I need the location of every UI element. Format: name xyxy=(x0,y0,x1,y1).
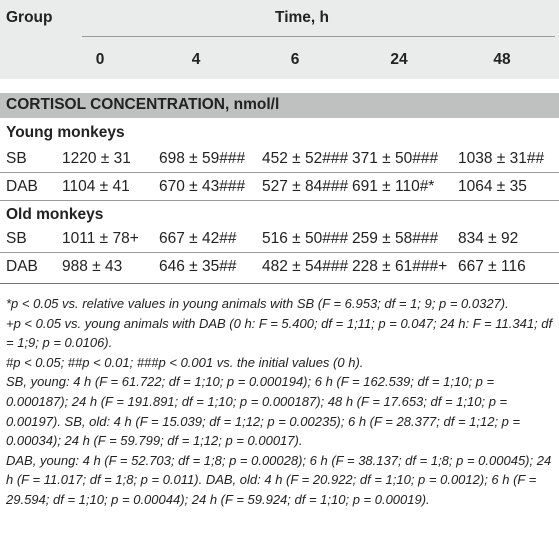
time-header: Time, h xyxy=(275,9,329,26)
table-cell: 698 ± 59### xyxy=(159,150,246,167)
time-col-0: 0 xyxy=(95,51,105,68)
table-cell: 516 ± 50### xyxy=(262,230,349,247)
time-col-6: 6 xyxy=(290,51,300,68)
table-cell: 452 ± 52### xyxy=(262,150,349,167)
table-cell: 371 ± 50### xyxy=(352,150,439,167)
footnote-dab-stats: DAB, young: 4 h (F = 52.703; df = 1;8; p… xyxy=(6,452,552,507)
table-cell: 1220 ± 31 xyxy=(62,150,131,167)
group-header: Group xyxy=(6,9,53,26)
row-label: SB xyxy=(6,150,27,167)
table-bottom-rule xyxy=(0,283,559,284)
time-col-4: 4 xyxy=(191,51,201,68)
table-cell: 667 ± 116 xyxy=(458,258,526,275)
row-divider xyxy=(0,172,559,173)
row-label: DAB xyxy=(6,258,38,275)
table-row: DAB 1104 ± 41 670 ± 43### 527 ± 84### 69… xyxy=(0,178,559,200)
row-label: SB xyxy=(6,230,27,247)
row-label: DAB xyxy=(6,178,38,195)
footnote-plus: +p < 0.05 vs. young animals with DAB (0 … xyxy=(6,315,553,351)
table-row: DAB 988 ± 43 646 ± 35## 482 ± 54### 228 … xyxy=(0,258,559,280)
table-cell: 527 ± 84### xyxy=(262,178,349,195)
table-cell: 228 ± 61###+ xyxy=(352,258,448,275)
table-cell: 670 ± 43### xyxy=(159,178,246,195)
table-row: SB 1220 ± 31 698 ± 59### 452 ± 52### 371… xyxy=(0,150,559,172)
table-cell: 988 ± 43 xyxy=(62,258,123,275)
table-cell: 691 ± 110#* xyxy=(352,178,435,195)
section-title-row: CORTISOL CONCENTRATION, nmol/l xyxy=(0,93,559,118)
table-header: Group Time, h 0 4 6 24 48 xyxy=(0,0,559,79)
table-cell: 1038 ± 31## xyxy=(458,150,545,167)
row-divider xyxy=(0,252,559,253)
table-cell: 1064 ± 35 xyxy=(458,178,527,195)
footnote-hash: #p < 0.05; ##p < 0.01; ###p < 0.001 vs. … xyxy=(6,354,364,370)
table-cell: 646 ± 35## xyxy=(159,258,237,275)
group-title-young: Young monkeys xyxy=(6,124,125,141)
table-cell: 1011 ± 78+ xyxy=(62,230,139,247)
footnote-asterisk: *p < 0.05 vs. relative values in young a… xyxy=(6,296,509,311)
section-title: CORTISOL CONCENTRATION, nmol/l xyxy=(6,96,280,113)
table-cell: 834 ± 92 xyxy=(458,230,519,247)
table-cell: 667 ± 42## xyxy=(159,230,237,247)
table-cell: 482 ± 54### xyxy=(262,258,349,275)
group-title-old: Old monkeys xyxy=(6,206,104,223)
table-cell: 259 ± 58### xyxy=(352,230,439,247)
table-cell: 1104 ± 41 xyxy=(62,178,130,195)
table-footnotes: *p < 0.05 vs. relative values in young a… xyxy=(6,294,556,510)
time-col-24: 24 xyxy=(390,51,408,68)
time-header-underline xyxy=(82,36,555,37)
table-row: SB 1011 ± 78+ 667 ± 42## 516 ± 50### 259… xyxy=(0,230,559,252)
row-divider xyxy=(0,200,559,201)
time-col-48: 48 xyxy=(493,51,511,68)
footnote-sb-stats: SB, young: 4 h (F = 61.722; df = 1;10; p… xyxy=(6,374,521,449)
